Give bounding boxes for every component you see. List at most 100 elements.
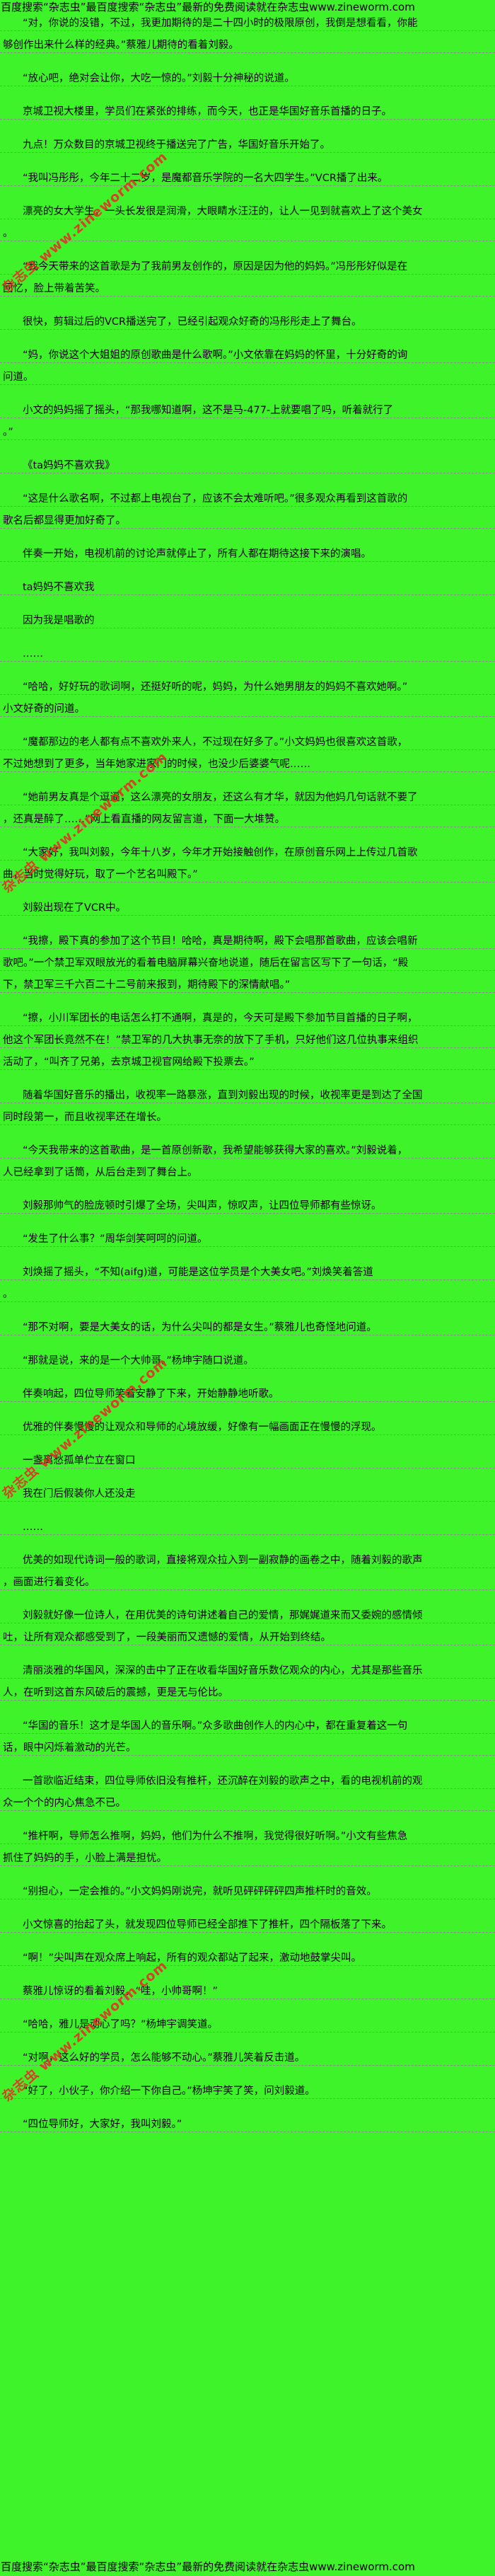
text-line: 优雅的伴奏慢慢的让观众和导师的心境放缓，好像有一幅画面正在慢慢的浮现。 — [0, 1421, 495, 1435]
text-line: “擦，小川军团长的电话怎么打不通啊，真是的，今天可是殿下参加节目首播的日子啊， — [0, 1012, 495, 1026]
text-line: 抓住了妈妈的手，小脸上满是担忧。 — [0, 1852, 495, 1866]
text-line: 。 — [0, 1288, 495, 1302]
paragraph-16: …… — [0, 648, 495, 662]
text-line: 众一个个的内心焦急不已。 — [0, 1797, 495, 1811]
text-line: 够创作出来什么样的经典。”蔡雅儿期待的看着刘毅。 — [0, 39, 495, 53]
text-line: 歌吧。”一个禁卫军双眼放光的看着电脑屏幕兴奋地说道，随后在留言区写下了一句话，“… — [0, 957, 495, 971]
paragraph-39: “华国的音乐！这才是华国人的音乐啊。”众多歌曲创作人的内心中，都在重复着这一句话… — [0, 1720, 495, 1756]
paragraph-17: “哈哈，好好玩的歌词啊，还挺好听的呢，妈妈，为什么她男朋友的妈妈不喜欢她啊。” 小… — [0, 681, 495, 717]
paragraph-10: 小文的妈妈摇了摇头，“那我哪知道啊，这不是马-477-上就要唱了吗，听着就行了。… — [0, 404, 495, 440]
paragraph-48: “好了，小伙子，你介绍一下你自己。”杨坤宇笑了笑，问刘毅道。 — [0, 2085, 495, 2099]
text-line: 歌名后都显得更加好奇了。 — [0, 514, 495, 529]
novel-content: “对，你说的没错，不过，我更加期待的是二十四小时的极限原创，我倒是想看看，你能够… — [0, 17, 495, 2132]
text-line: 小文的妈妈摇了摇头，“那我哪知道啊，这不是马-477-上就要唱了吗，听着就行了 — [0, 404, 495, 418]
text-line: 九点！万众数目的京城卫视终于播送完了广告，华国好音乐开始了。 — [0, 139, 495, 153]
paragraph-31: 伴奏响起，四位导师笑着安静了下来，开始静静地听歌。 — [0, 1388, 495, 1402]
paragraph-2: “放心吧，绝对会让你，大吃一惊的。”刘毅十分神秘的说道。 — [0, 72, 495, 86]
paragraph-29: “那不对啊，要是大美女的话，为什么尖叫的都是女生。”蔡雅儿也奇怪地问道。 — [0, 1321, 495, 1335]
paragraph-26: 刘毅那帅气的脸庞顿时引爆了全场，尖叫声，惊叹声，让四位导师都有些惊讶。 — [0, 1200, 495, 1214]
paragraph-23: “擦，小川军团长的电话怎么打不通啊，真是的，今天可是殿下参加节目首播的日子啊， 他… — [0, 1012, 495, 1070]
text-line: 话，眼中闪烁着激动的光芒。 — [0, 1742, 495, 1756]
text-line: 。 — [0, 227, 495, 241]
text-line: 刘毅出现在了VCR中。 — [0, 902, 495, 916]
text-line: 伴奏一开始，电视机前的讨论声就停止了，所有人都在期待这接下来的演唱。 — [0, 548, 495, 562]
text-line: 随着华国好音乐的播出，收视率一路暴涨，直到刘毅出现的时候，收视率更是到达了全国 — [0, 1089, 495, 1103]
text-line: “别担心，一定会推的。”小文妈妈刚说完，就听见砰砰砰砰四声推杆时的音效。 — [0, 1885, 495, 1899]
text-line: “我今天带来的这首歌是为了我前男友创作的，原因是因为他的妈妈。”冯彤彤好似是在 — [0, 260, 495, 275]
paragraph-22: “我擦，殿下真的参加了这个节目！哈哈，真是期待啊，殿下会唱那首歌曲，应该会唱新歌… — [0, 935, 495, 993]
paragraph-45: 蔡雅儿惊讶的看着刘毅，“哇，小帅哥啊！” — [0, 1985, 495, 1999]
text-line: “妈，你说这个大姐姐的原创歌曲是什么歌啊。”小文依靠在妈妈的怀里，十分好奇的询 — [0, 349, 495, 363]
paragraph-1: “对，你说的没错，不过，我更加期待的是二十四小时的极限原创，我倒是想看看，你能够… — [0, 17, 495, 53]
text-line: 清丽淡雅的华国风，深深的击中了正在收看华国好音乐数亿观众的内心，尤其是那些音乐 — [0, 1664, 495, 1679]
paragraph-18: “魔都那边的老人都有点不喜欢外来人，不过现在好多了。”小文妈妈也很喜欢这首歌， 不… — [0, 736, 495, 772]
paragraph-13: 伴奏一开始，电视机前的讨论声就停止了，所有人都在期待这接下来的演唱。 — [0, 548, 495, 562]
text-line: “今天我带来的这首歌曲，是一首原创新歌，我希望能够获得大家的喜欢。”刘毅说着， — [0, 1144, 495, 1158]
paragraph-41: “推杆啊，导师怎么推啊，妈妈，他们为什么不推啊，我觉得很好听啊。”小文有些焦急抓… — [0, 1830, 495, 1866]
paragraph-12: “这是什么歌名啊，不过都上电视台了，应该不会太难听吧。”很多观众再看到这首歌的歌… — [0, 493, 495, 529]
text-line: “那不对啊，要是大美女的话，为什么尖叫的都是女生。”蔡雅儿也奇怪地问道。 — [0, 1321, 495, 1335]
text-line: “她前男友真是个逗逼，这么漂亮的女朋友，还这么有才华，就因为他妈几句话就不要了 — [0, 791, 495, 805]
paragraph-33: 一盏离愁孤单伫立在窗口 — [0, 1454, 495, 1468]
text-line: 活动了，“叫齐了兄弟，去京城卫视官网给殿下投票去。” — [0, 1056, 495, 1070]
text-line: 刘毅就好像一位诗人，在用优美的诗句讲述着自己的爱情，那娓娓道来而又委婉的感情倾 — [0, 1609, 495, 1623]
paragraph-28: 刘焕摇了摇头，“不知(aifg)道，可能是这位学员是个大美女吧。”刘焕笑着答道。 — [0, 1266, 495, 1302]
text-line: 漂亮的女大学生，一头长发很是润滑，大眼睛水汪汪的，让人一见到就喜欢上了这个美女 — [0, 205, 495, 219]
paragraph-25: “今天我带来的这首歌曲，是一首原创新歌，我希望能够获得大家的喜欢。”刘毅说着， 人… — [0, 1144, 495, 1180]
text-line: “哈哈，好好玩的歌词啊，还挺好听的呢，妈妈，为什么她男朋友的妈妈不喜欢她啊。” — [0, 681, 495, 695]
paragraph-44: “啊！”尖叫声在观众席上响起，所有的观众都站了起来，激动地鼓掌尖叫。 — [0, 1952, 495, 1966]
text-line: “对，你说的没错，不过，我更加期待的是二十四小时的极限原创，我倒是想看看，你能 — [0, 17, 495, 31]
text-line: “好了，小伙子，你介绍一下你自己。”杨坤宇笑了笑，问刘毅道。 — [0, 2085, 495, 2099]
text-line: 他这个军团长竟然不在！”禁卫军的几大执事无奈的放下了手机，只好他们这几位执事来组… — [0, 1034, 495, 1048]
paragraph-20: “大家好，我叫刘毅，今年十八岁，今年才开始接触创作，在原创音乐网上上传过几首歌曲… — [0, 846, 495, 882]
text-line: “魔都那边的老人都有点不喜欢外来人，不过现在好多了。”小文妈妈也很喜欢这首歌， — [0, 736, 495, 750]
text-line: ，还真是醉了……”网上看直播的网友留言道，下面一大堆赞。 — [0, 813, 495, 827]
text-line: 很快，剪辑过后的VCR播送完了，已经引起观众好奇的冯彤彤走上了舞台。 — [0, 316, 495, 330]
text-line: “放心吧，绝对会让你，大吃一惊的。”刘毅十分神秘的说道。 — [0, 72, 495, 86]
text-line: 人，在听到这首东风破后的震撼，更是无与伦比。 — [0, 1686, 495, 1701]
paragraph-49: “四位导师好，大家好，我叫刘毅。” — [0, 2118, 495, 2132]
paragraph-9: “妈，你说这个大姐姐的原创歌曲是什么歌啊。”小文依靠在妈妈的怀里，十分好奇的询问… — [0, 349, 495, 385]
text-line: “那就是说，来的是一个大帅哥。”杨坤宇随口说道。 — [0, 1355, 495, 1369]
text-line: 小文好奇的问道。 — [0, 703, 495, 717]
text-line: “对啊，这么好的学员，怎么能够不动心。”蔡雅儿笑着反击道。 — [0, 2052, 495, 2066]
paragraph-46: “哈哈，雅儿是动心了吗？”杨坤宇调笑道。 — [0, 2018, 495, 2032]
text-line: “我擦，殿下真的参加了这个节目！哈哈，真是期待啊，殿下会唱那首歌曲，应该会唱新 — [0, 935, 495, 949]
paragraph-47: “对啊，这么好的学员，怎么能够不动心。”蔡雅儿笑着反击道。 — [0, 2052, 495, 2066]
text-line: …… — [0, 648, 495, 662]
text-line: 伴奏响起，四位导师笑着安静了下来，开始静静地听歌。 — [0, 1388, 495, 1402]
text-line: 因为我是唱歌的 — [0, 614, 495, 628]
paragraph-21: 刘毅出现在了VCR中。 — [0, 902, 495, 916]
text-line: 一首歌临近结束，四位导师依旧没有推杆，还沉醉在刘毅的歌声之中，看的电视机前的观 — [0, 1775, 495, 1789]
paragraph-34: 我在门后假装你人还没走 — [0, 1488, 495, 1502]
paragraph-24: 随着华国好音乐的播出，收视率一路暴涨，直到刘毅出现的时候，收视率更是到达了全国同… — [0, 1089, 495, 1125]
paragraph-36: 优美的如现代诗词一般的歌词，直接将观众拉入到一副寂静的画卷之中，随着刘毅的歌声 ，… — [0, 1554, 495, 1590]
text-line: 吐，让所有观众都感受到了，一段美丽而又遗憾的爱情，从开始到终结。 — [0, 1631, 495, 1645]
text-line: 蔡雅儿惊讶的看着刘毅，“哇，小帅哥啊！” — [0, 1985, 495, 1999]
text-line: ta妈妈不喜欢我 — [0, 581, 495, 595]
paragraph-4: 九点！万众数目的京城卫视终于播送完了广告，华国好音乐开始了。 — [0, 139, 495, 153]
text-line: “推杆啊，导师怎么推啊，妈妈，他们为什么不推啊，我觉得很好听啊。”小文有些焦急 — [0, 1830, 495, 1844]
text-line: 回忆，脸上带着苦笑。 — [0, 282, 495, 297]
text-line: 曲，当时觉得好玩，取了一个艺名叫殿下。” — [0, 868, 495, 882]
text-line: “我叫冯彤彤，今年二十二岁，是魔都音乐学院的一名大四学生。”VCR播了出来。 — [0, 172, 495, 186]
paragraph-8: 很快，剪辑过后的VCR播送完了，已经引起观众好奇的冯彤彤走上了舞台。 — [0, 316, 495, 330]
text-line: 下，禁卫军三千六百二十二号前来报到，期待殿下的深情献唱。” — [0, 979, 495, 993]
paragraph-37: 刘毅就好像一位诗人，在用优美的诗句讲述着自己的爱情，那娓娓道来而又委婉的感情倾吐… — [0, 1609, 495, 1645]
paragraph-40: 一首歌临近结束，四位导师依旧没有推杆，还沉醉在刘毅的歌声之中，看的电视机前的观众… — [0, 1775, 495, 1811]
paragraph-7: “我今天带来的这首歌是为了我前男友创作的，原因是因为他的妈妈。”冯彤彤好似是在回… — [0, 260, 495, 297]
paragraph-35: …… — [0, 1521, 495, 1535]
text-line: 刘毅那帅气的脸庞顿时引爆了全场，尖叫声，惊叹声，让四位导师都有些惊讶。 — [0, 1200, 495, 1214]
paragraph-5: “我叫冯彤彤，今年二十二岁，是魔都音乐学院的一名大四学生。”VCR播了出来。 — [0, 172, 495, 186]
paragraph-19: “她前男友真是个逗逼，这么漂亮的女朋友，还这么有才华，就因为他妈几句话就不要了 ，… — [0, 791, 495, 827]
text-line: 小文惊喜的抬起了头，就发现四位导师已经全部推下了推杆，四个隔板落了下来。 — [0, 1919, 495, 1933]
text-line: “这是什么歌名啊，不过都上电视台了，应该不会太难听吧。”很多观众再看到这首歌的 — [0, 493, 495, 507]
text-line: “华国的音乐！这才是华国人的音乐啊。”众多歌曲创作人的内心中，都在重复着这一句 — [0, 1720, 495, 1734]
paragraph-38: 清丽淡雅的华国风，深深的击中了正在收看华国好音乐数亿观众的内心，尤其是那些音乐人… — [0, 1664, 495, 1701]
text-line: “啊！”尖叫声在观众席上响起，所有的观众都站了起来，激动地鼓掌尖叫。 — [0, 1952, 495, 1966]
paragraph-11: 《ta妈妈不喜欢我》 — [0, 459, 495, 473]
footer-banner: 百度搜索“杂志虫”最百度搜索“杂志虫”最新的免费阅读就在杂志虫www.zinew… — [1, 2560, 415, 2573]
paragraph-14: ta妈妈不喜欢我 — [0, 581, 495, 595]
text-line: …… — [0, 1521, 495, 1535]
